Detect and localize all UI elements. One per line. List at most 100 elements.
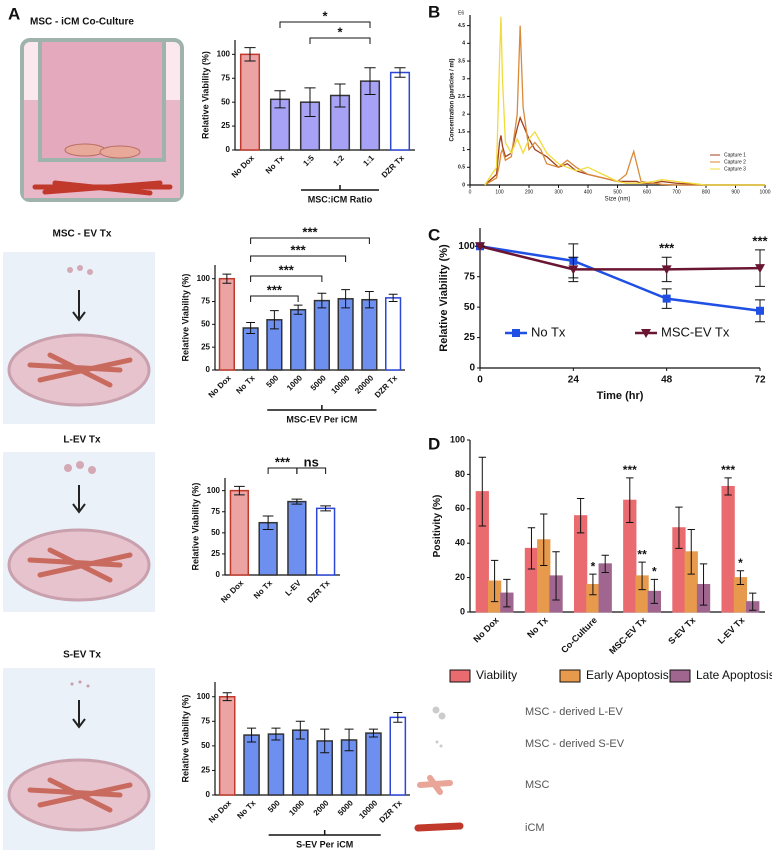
y-tick-label: 4 (462, 41, 465, 47)
key-icons (414, 706, 464, 832)
y-tick-label: 0 (460, 606, 465, 616)
panel-label: A (8, 4, 20, 23)
significance-label: ns (304, 454, 319, 469)
y-tick-label: 25 (464, 332, 476, 343)
bar (365, 732, 382, 796)
y-tick-label: 0 (206, 790, 211, 799)
error-bar (293, 304, 303, 315)
arrow (72, 700, 86, 729)
legend-label: Capture 2 (724, 159, 746, 165)
y-tick-label: 25 (201, 766, 210, 775)
y-axis-label: Relative Viability (%) (191, 483, 201, 571)
y-axis-label: Relative Viability (%) (181, 274, 191, 362)
bar (287, 500, 307, 576)
x-tick-label: 500 (266, 798, 282, 814)
x-tick-label: 2000 (312, 798, 331, 817)
y-tick-label: 100 (450, 434, 465, 444)
y-tick-label: 0 (206, 365, 211, 374)
bar (385, 297, 402, 371)
group-label: S-EV Per iCM (296, 839, 353, 849)
legend-swatch (669, 669, 691, 683)
l-ev-icon (438, 712, 446, 720)
legend-swatch (449, 669, 471, 683)
error-bar (675, 506, 683, 549)
significance-bracket (250, 295, 299, 302)
y-tick-label: 40 (455, 538, 465, 548)
bar (389, 71, 411, 151)
point (662, 294, 671, 303)
error-bar (638, 561, 646, 591)
error-bar (527, 527, 536, 570)
y-tick-label: 50 (221, 97, 230, 106)
ev (87, 269, 93, 275)
bar (361, 298, 378, 371)
bar (267, 733, 285, 796)
y-axis-label: Relative Viability (%) (201, 51, 211, 139)
x-tick-label: DZR Tx (305, 578, 332, 605)
error-bar (749, 592, 757, 611)
x-tick-label: 200 (525, 189, 534, 195)
l-ev-icon (432, 706, 440, 714)
ev (70, 682, 74, 686)
x-tick-label: No Tx (264, 153, 286, 175)
y-tick-label: 75 (464, 271, 476, 282)
x-tick-label: 800 (702, 189, 711, 195)
illustration-title: S-EV Tx (63, 650, 101, 661)
significance-label: * (591, 559, 596, 573)
panel-label: C (428, 225, 440, 244)
error-bar (246, 322, 256, 334)
error-bar (269, 310, 279, 330)
point (512, 329, 520, 337)
y-tick-label: 60 (455, 503, 465, 513)
group-bracket (268, 830, 381, 836)
error-bar (247, 727, 257, 743)
x-tick-label: No Tx (234, 373, 256, 395)
group-bracket (301, 185, 379, 191)
y-tick-label: 25 (211, 549, 220, 558)
ev (78, 680, 82, 684)
error-bar (222, 273, 232, 284)
error-bar (262, 515, 274, 530)
x-tick-label: 700 (672, 189, 681, 195)
error-bar (341, 289, 351, 309)
error-bar (291, 498, 303, 505)
error-bar (320, 728, 330, 754)
error-bar (304, 87, 316, 118)
x-tick-label: 1000 (285, 373, 304, 392)
s-ev-icon (435, 740, 439, 744)
point (475, 242, 485, 252)
y-tick-label: 75 (201, 297, 210, 306)
bar (389, 716, 407, 796)
point (641, 329, 651, 338)
x-tick-label: DZR Tx (380, 153, 407, 180)
point (756, 306, 764, 315)
error-bar (364, 290, 374, 309)
error-bar (576, 497, 585, 534)
x-tick-label: 20000 (353, 373, 375, 395)
x-tick-label: 1000 (287, 798, 306, 817)
icm-icon (414, 822, 464, 832)
bar (292, 729, 309, 796)
significance-bracket (250, 255, 347, 262)
error-bar (222, 692, 232, 702)
x-tick-label: 1000 (759, 189, 770, 195)
x-tick-label: MSC-EV Tx (607, 615, 648, 656)
y-tick-label: 50 (211, 528, 220, 537)
point (661, 265, 672, 275)
y-tick-label: 100 (207, 486, 221, 495)
key-label: MSC - derived S-EV (525, 738, 625, 750)
legend-label: Capture 1 (724, 152, 746, 158)
group-bracket (267, 405, 377, 411)
significance-label: *** (752, 233, 768, 248)
y-tick-label: 100 (197, 692, 211, 701)
legend-label: No Tx (531, 324, 566, 339)
error-bar (650, 578, 659, 604)
x-tick-label: 1:1 (361, 153, 376, 168)
error-bar (317, 292, 327, 309)
bar (243, 734, 260, 796)
msc-icon (417, 775, 453, 795)
x-tick-label: No Tx (525, 615, 550, 640)
arrow (72, 485, 86, 514)
significance-label: *** (279, 262, 295, 277)
